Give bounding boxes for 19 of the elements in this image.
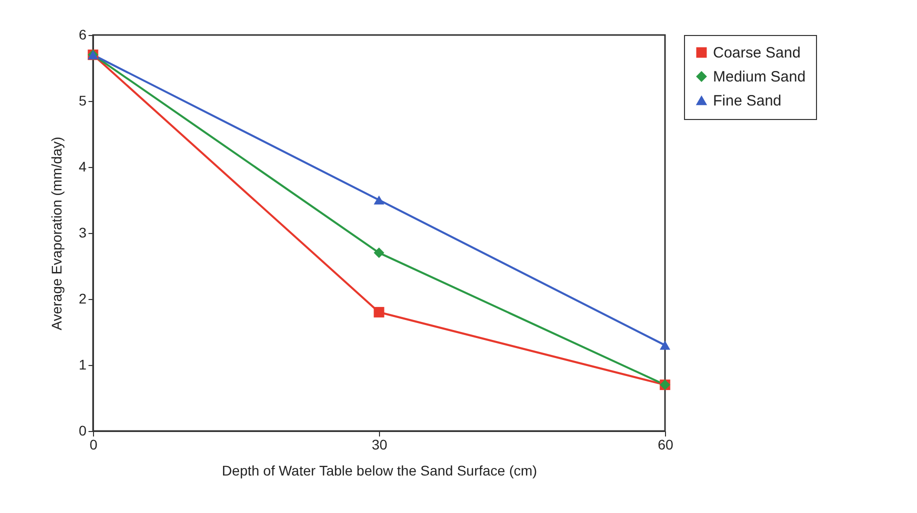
legend-label: Coarse Sand — [713, 44, 801, 62]
point — [374, 248, 384, 258]
x-tick-label: 30 — [372, 436, 388, 452]
x-axis-title: Depth of Water Table below the Sand Surface (cm) — [222, 462, 538, 478]
legend-label: Fine Sand — [713, 92, 782, 110]
x-tick-label: 0 — [90, 436, 98, 452]
y-tick-label: 0 — [78, 422, 87, 438]
legend-label: Medium Sand — [713, 68, 806, 86]
y-tick-label: 4 — [78, 158, 87, 174]
y-tick-label: 6 — [78, 26, 87, 42]
y-tick-label: 1 — [78, 356, 87, 372]
y-tick-label: 3 — [78, 224, 87, 240]
y-axis-title: Average Evaporation (mm/day) — [48, 136, 65, 330]
point — [660, 340, 670, 350]
y-tick-label: 2 — [78, 290, 87, 306]
x-tick-label: 60 — [658, 436, 674, 452]
y-tick-label: 5 — [78, 92, 87, 108]
point — [374, 195, 384, 205]
point — [374, 306, 384, 318]
